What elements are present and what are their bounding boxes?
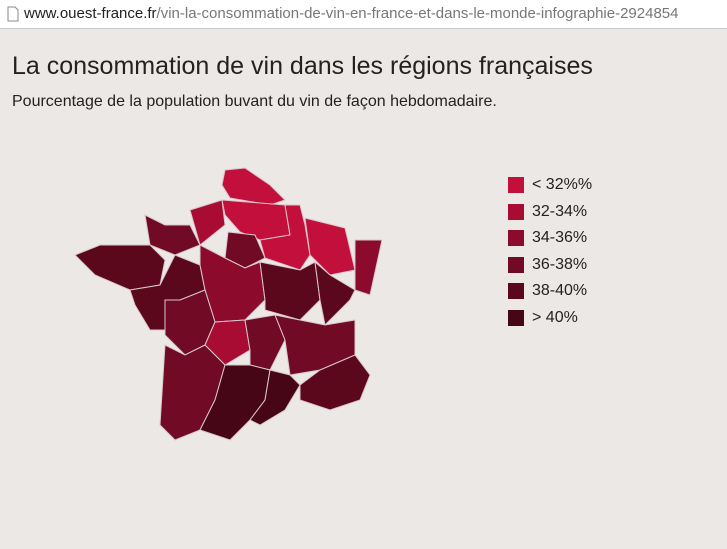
- region: [204, 319, 251, 366]
- region: [224, 231, 266, 269]
- page-icon: [7, 6, 19, 22]
- legend-label: 36-38%: [532, 255, 588, 273]
- region: [299, 354, 371, 411]
- region: [259, 261, 321, 321]
- legend-label: 32-34%: [532, 202, 588, 220]
- legend-swatch: [508, 230, 524, 247]
- region: [74, 244, 166, 291]
- region: [199, 244, 266, 323]
- legend-item: 34-36%: [508, 225, 592, 252]
- legend-item: < 32%%: [508, 172, 592, 199]
- url-domain: www.ouest-france.fr: [24, 5, 157, 22]
- legend-swatch: [508, 177, 524, 194]
- title: La consommation de vin dans les régions …: [12, 52, 593, 80]
- region: [221, 167, 286, 206]
- address-bar[interactable]: www.ouest-france.fr/vin-la-consommation-…: [0, 0, 727, 29]
- legend-label: > 40%: [532, 308, 578, 326]
- legend-swatch: [508, 203, 524, 220]
- region: [249, 369, 301, 426]
- legend-label: 38-40%: [532, 282, 588, 300]
- legend-swatch: [508, 283, 524, 300]
- legend-item: > 40%: [508, 305, 592, 332]
- legend: < 32%% 32-34% 34-36% 36-38% 38-40% > 40%: [508, 172, 592, 331]
- legend-swatch: [508, 309, 524, 326]
- legend-item: 36-38%: [508, 252, 592, 279]
- region: [314, 260, 356, 327]
- legend-item: 32-34%: [508, 199, 592, 226]
- region: [354, 239, 383, 296]
- legend-label: < 32%%: [532, 176, 593, 194]
- legend-item: 38-40%: [508, 278, 592, 305]
- legend-label: 34-36%: [532, 229, 588, 247]
- subtitle: Pourcentage de la population buvant du v…: [12, 93, 497, 110]
- url-path: /vin-la-consommation-de-vin-en-france-et…: [156, 5, 679, 22]
- region: [189, 199, 226, 246]
- legend-swatch: [508, 256, 524, 273]
